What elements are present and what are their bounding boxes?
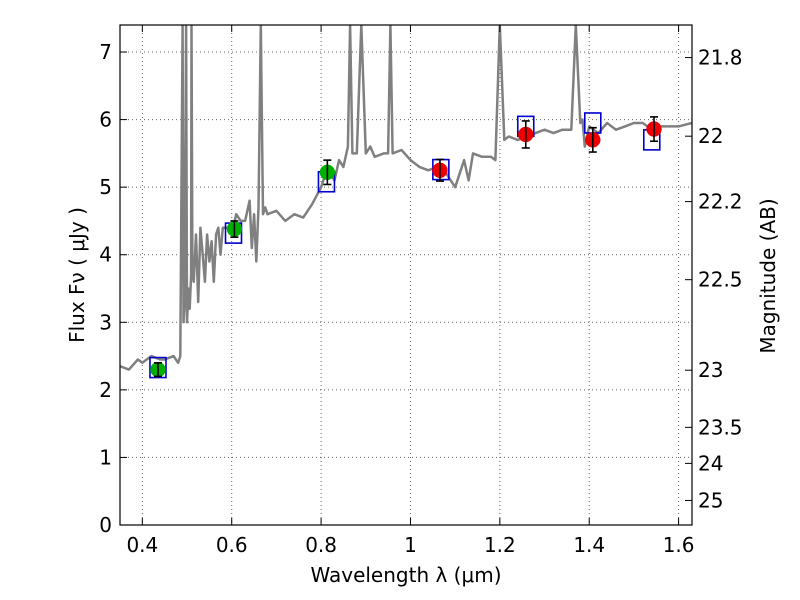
y-tick-label: 4 [99,243,112,267]
model-box-marker [149,356,167,379]
plot-layer [120,25,692,379]
x-tick-label: 1 [404,533,417,557]
magnitude-tick-label: 21.8 [698,46,743,70]
x-tick-label: 0.6 [216,533,248,557]
x-tick-label: 1.6 [663,533,695,557]
y-tick-label: 3 [99,310,112,334]
y-tick-label: 2 [99,378,112,402]
magnitude-tick-label: 23.5 [698,415,743,439]
x-tick-label: 1.2 [484,533,516,557]
y-axis-label: Flux Fν ( μJy ) [65,207,89,343]
x-axis-label: Wavelength λ (μm) [310,563,501,587]
magnitude-axis-label: Magnitude (AB) [756,198,780,353]
magnitude-tick-label: 22 [698,124,723,148]
x-tick-label: 0.8 [305,533,337,557]
magnitude-tick-label: 24 [698,451,723,475]
y-tick-label: 1 [99,445,112,469]
magnitude-tick-label: 22.2 [698,190,743,214]
magnitude-tick-label: 23 [698,358,723,382]
y-tick-label: 0 [99,513,112,537]
x-tick-label: 0.4 [126,533,158,557]
x-tick-label: 1.4 [573,533,605,557]
magnitude-tick-label: 25 [698,488,723,512]
y-tick-label: 7 [99,40,112,64]
y-tick-label: 6 [99,108,112,132]
y-tick-label: 5 [99,175,112,199]
plot-frame [119,24,693,526]
magnitude-tick-label: 22.5 [698,268,743,292]
